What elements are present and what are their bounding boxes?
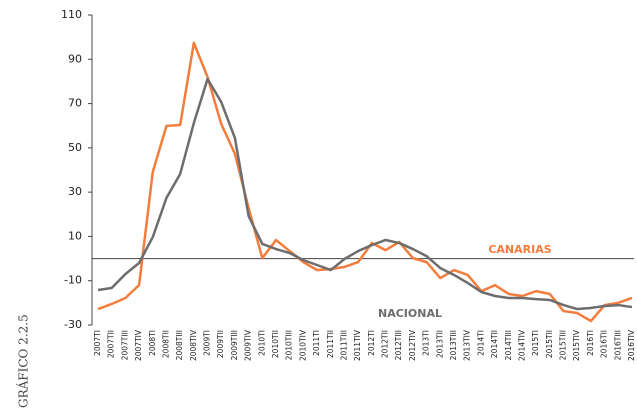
x-tick-label: 2007TIV xyxy=(134,329,143,361)
x-tick-label: 2012TII xyxy=(381,330,390,358)
x-tick-label: 2008TII xyxy=(161,330,170,358)
x-tick-label: 2014TIV xyxy=(517,329,526,361)
x-tick-label: 2009TIV xyxy=(244,329,253,361)
x-tick-label: 2010TII xyxy=(271,330,280,358)
x-tick-label: 2014TII xyxy=(490,330,499,358)
series-label: NACIONAL xyxy=(378,307,442,320)
x-tick-label: 2007TIII xyxy=(120,330,129,360)
figure-label: GRÁFICO 2.2.5 xyxy=(16,314,31,408)
x-tick-label: 2013TI xyxy=(422,330,431,356)
x-tick-label: 2011TIII xyxy=(339,330,348,360)
x-tick-label: 2013TIII xyxy=(449,330,458,360)
x-tick-label: 2013TIV xyxy=(463,329,472,361)
x-tick-label: 2011TI xyxy=(312,330,321,356)
series-label: CANARIAS xyxy=(488,243,551,256)
x-tick-label: 2015TIV xyxy=(572,329,581,361)
x-tick-label: 2008TIV xyxy=(189,329,198,361)
x-tick-label: 2008TIII xyxy=(175,330,184,360)
x-tick-label: 2013TII xyxy=(435,330,444,358)
x-tick-label: 2016TI xyxy=(586,330,595,356)
series-line xyxy=(97,77,633,311)
x-tick-label: 2010TIV xyxy=(298,329,307,361)
x-tick-label: 2009TI xyxy=(203,330,212,356)
series-line xyxy=(97,41,633,323)
x-tick-label: 2010TI xyxy=(257,330,266,356)
y-tick-label: 30 xyxy=(68,185,82,198)
x-tick-label: 2015TII xyxy=(545,330,554,358)
y-tick-label: -30 xyxy=(64,318,82,331)
x-tick-label: 2016TIII xyxy=(613,330,622,360)
x-tick-label: 2015TI xyxy=(531,330,540,356)
x-tick-label: 2011TII xyxy=(326,330,335,358)
x-tick-label: 2008TI xyxy=(148,330,157,356)
x-tick-label: 2012TI xyxy=(367,330,376,356)
y-tick-label: 10 xyxy=(68,229,82,242)
y-tick-label: 110 xyxy=(61,8,82,21)
x-tick-label: 2015TIII xyxy=(559,330,568,360)
y-tick-label: -10 xyxy=(64,274,82,287)
x-tick-label: 2014TI xyxy=(476,330,485,356)
x-tick-label: 2009TII xyxy=(216,330,225,358)
x-tick-label: 2007TII xyxy=(107,330,116,358)
x-tick-label: 2007TI xyxy=(93,330,102,356)
x-tick-label: 2012TIV xyxy=(408,329,417,361)
x-tick-label: 2009TIII xyxy=(230,330,239,360)
x-tick-label: 2016TIV xyxy=(627,329,636,361)
x-tick-label: 2016TII xyxy=(600,330,609,358)
x-tick-label: 2011TIV xyxy=(353,329,362,361)
y-tick-label: 50 xyxy=(68,141,82,154)
y-tick-label: 70 xyxy=(68,97,82,110)
x-tick-label: 2012TIII xyxy=(394,330,403,360)
y-tick-label: 90 xyxy=(68,52,82,65)
x-tick-label: 2014TIII xyxy=(504,330,513,360)
x-tick-label: 2010TIII xyxy=(285,330,294,360)
